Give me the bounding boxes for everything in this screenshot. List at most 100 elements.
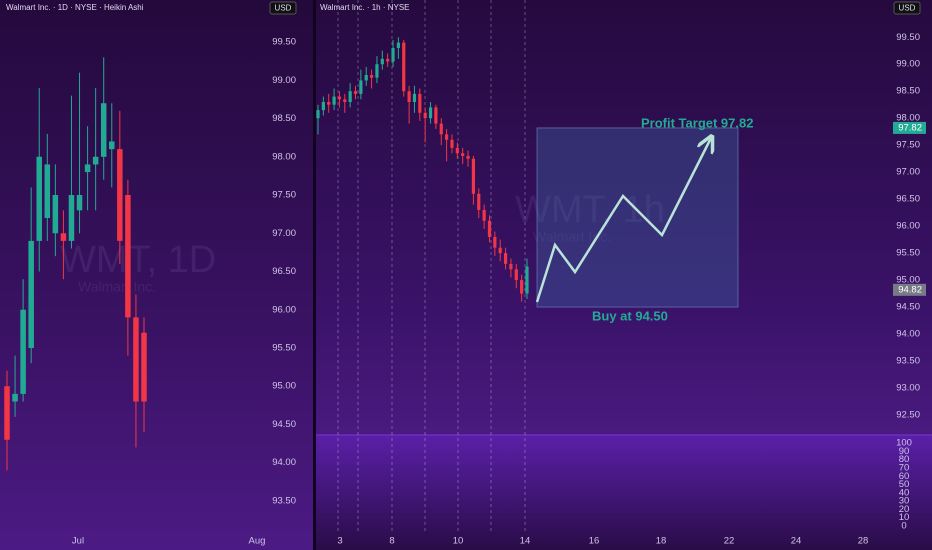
target-zone (536, 127, 739, 308)
candle-body (348, 91, 352, 103)
y-tick-label: 95.50 (896, 248, 920, 259)
candle-body (359, 80, 363, 94)
y2-tick-label: 0 (901, 520, 906, 531)
candle-body (92, 156, 99, 165)
candle-body (100, 103, 107, 157)
candle-body (332, 96, 336, 105)
price-label: 97.82 (898, 122, 922, 133)
y-tick-label: 98.00 (896, 113, 920, 124)
currency-box (269, 1, 297, 15)
candle-body (68, 195, 75, 241)
projection-arrow (535, 138, 711, 303)
candle-body (412, 93, 417, 103)
x-tick-label: 22 (724, 536, 735, 547)
y-tick-label: 93.50 (272, 495, 296, 506)
candle-body (471, 158, 476, 194)
y-tick-label: 97.50 (896, 140, 920, 151)
x-tick-label: 28 (858, 536, 869, 547)
y-tick-label: 94.50 (896, 302, 920, 313)
candle-body (455, 147, 459, 154)
x-tick-label: 8 (389, 536, 394, 547)
y-tick-label: 96.00 (272, 304, 296, 315)
candle-body (466, 155, 470, 159)
annotation-target: Profit Target 97.82 (641, 115, 753, 130)
watermark: WMT, 1h (515, 189, 665, 231)
candle-body (12, 393, 18, 402)
candle-body (428, 107, 433, 119)
y-tick-label: 94.00 (896, 329, 920, 340)
candle-body (337, 96, 342, 100)
candle-body (109, 141, 115, 150)
x-tick-label: Aug (249, 536, 266, 547)
candle-body (364, 75, 368, 81)
candle-body (450, 139, 454, 148)
y2-tick-label: 30 (899, 496, 910, 507)
x-tick-label: 24 (791, 536, 802, 547)
x-tick-label: 16 (589, 536, 600, 547)
candle-body (369, 75, 374, 78)
candle-body (52, 195, 59, 234)
watermark-sub: Walmart Inc. (533, 229, 611, 245)
currency: USD (899, 4, 916, 13)
y-tick-label: 98.50 (896, 86, 920, 97)
candle-body (28, 240, 34, 348)
candle-body (509, 263, 513, 270)
candle-body (60, 233, 67, 241)
candle-body (396, 42, 400, 49)
candle-body (477, 193, 481, 210)
candle-body (327, 102, 331, 105)
price-label-box (893, 283, 926, 296)
candle-body (514, 269, 518, 281)
y2-tick-label: 70 (899, 462, 910, 473)
candle-body (439, 123, 443, 135)
currency: USD (275, 4, 292, 13)
candle-body (375, 64, 379, 78)
session-breaks (337, 0, 526, 532)
y-tick-label: 96.50 (896, 194, 920, 205)
candle-body (487, 220, 492, 237)
price-label-box (893, 121, 926, 134)
y-tick-label: 96.00 (896, 221, 920, 232)
candle-body (84, 164, 91, 173)
annotation-entry: Buy at 94.50 (592, 309, 668, 324)
x-tick-label: 14 (520, 536, 531, 547)
indicator-pane-bg (316, 435, 932, 550)
y-tick-label: 94.50 (272, 419, 296, 430)
candle-body (20, 309, 26, 394)
y-tick-label: 94.00 (272, 457, 296, 468)
candle-body (391, 48, 395, 62)
candle-body (117, 149, 123, 241)
candle-body (482, 209, 486, 221)
chart-title: Walmart Inc. · 1D · NYSE · Heikin Ashi (6, 3, 144, 12)
y2-tick-label: 10 (899, 512, 910, 523)
chart-title: Walmart Inc. · 1h · NYSE (320, 3, 410, 12)
y-tick-label: 97.50 (272, 190, 296, 201)
pane-divider (313, 0, 316, 550)
candle-body (407, 91, 411, 103)
y2-tick-label: 80 (899, 454, 910, 465)
candle-body (125, 195, 131, 318)
y-tick-label: 95.00 (896, 275, 920, 286)
y2-tick-label: 20 (899, 504, 910, 515)
y-tick-label: 97.00 (272, 228, 296, 239)
price-label: 94.82 (898, 284, 922, 295)
watermark: WMT, 1D (60, 239, 216, 281)
y-tick-label: 99.00 (896, 59, 920, 70)
candle-body (321, 102, 325, 111)
candle-body (498, 247, 502, 254)
y-tick-label: 97.00 (896, 167, 920, 178)
candle-body (434, 107, 438, 124)
candle-body (44, 164, 51, 218)
x-tick-label: Jul (72, 536, 84, 547)
x-tick-label: 3 (337, 536, 342, 547)
y2-tick-label: 90 (899, 446, 910, 457)
candle-body (493, 236, 497, 248)
candle-body (520, 280, 524, 294)
y-tick-label: 98.50 (272, 113, 296, 124)
left-pane-bg (0, 0, 313, 550)
y2-tick-label: 100 (896, 438, 912, 449)
candle-body (503, 253, 508, 264)
right-pane-bg (316, 0, 932, 435)
candle-body (461, 153, 465, 156)
candle-body (4, 386, 10, 440)
